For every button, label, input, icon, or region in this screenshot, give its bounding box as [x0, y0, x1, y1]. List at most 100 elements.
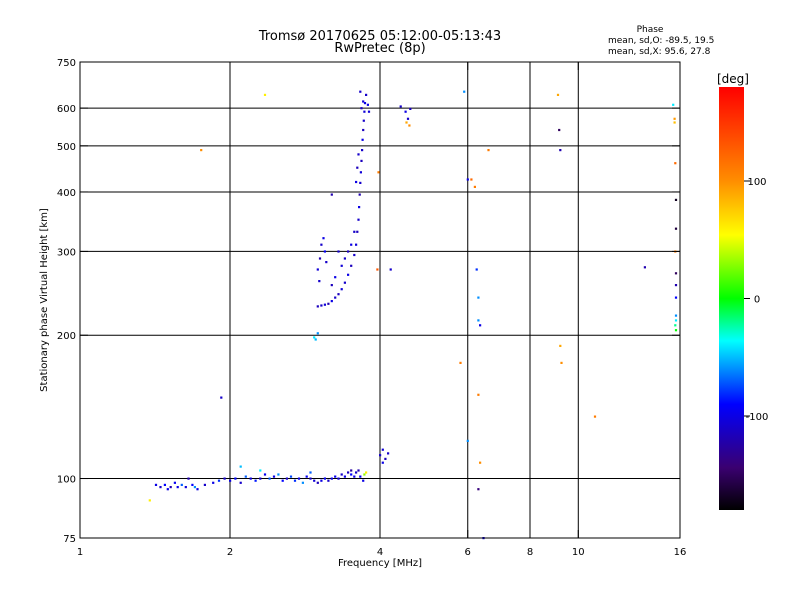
data-point [318, 257, 322, 260]
data-point [350, 243, 353, 246]
data-point [409, 107, 412, 110]
grid-lines [80, 62, 680, 538]
data-point [459, 361, 462, 364]
data-point [359, 171, 362, 174]
data-point [203, 483, 206, 486]
data-point [318, 280, 321, 283]
data-point [277, 473, 280, 476]
data-point [154, 483, 158, 486]
data-point [674, 319, 678, 322]
stats-o-line: mean, sd,O: -89.5, 19.5 [608, 36, 714, 46]
data-point [334, 475, 337, 478]
data-point [361, 149, 364, 152]
x-tick-label: 10 [572, 547, 585, 558]
data-point [314, 338, 317, 341]
data-point [212, 481, 215, 484]
data-point [301, 481, 304, 484]
data-point [381, 448, 384, 451]
data-point [674, 329, 678, 332]
data-point [358, 206, 361, 209]
data-point [643, 266, 646, 269]
data-point [673, 117, 676, 120]
data-point [337, 477, 340, 480]
data-point [473, 185, 476, 188]
y-tick-label: 200 [57, 331, 76, 342]
data-point [323, 250, 326, 253]
data-point [316, 305, 319, 308]
data-point [357, 218, 360, 221]
data-point [323, 303, 326, 306]
data-point [325, 261, 328, 264]
data-point [362, 479, 365, 482]
y-axis-label: Stationary phase Virtual Height [km] [39, 208, 50, 392]
data-point [217, 479, 221, 482]
data-point [376, 268, 379, 271]
data-point [387, 452, 390, 455]
data-point [674, 162, 677, 165]
data-point [263, 473, 267, 476]
data-point [674, 314, 678, 317]
data-point [363, 102, 367, 105]
data-point [297, 477, 301, 480]
data-point [163, 483, 166, 486]
data-point [479, 324, 482, 327]
data-point [169, 486, 172, 489]
data-point [384, 457, 387, 460]
data-point [353, 230, 356, 233]
stats-header: Phase [637, 25, 664, 35]
data-point [356, 166, 359, 169]
data-point [343, 475, 346, 478]
data-point [337, 250, 340, 253]
data-point [337, 293, 340, 296]
data-point [350, 469, 353, 472]
data-point [187, 477, 190, 480]
chart-subtitle: RwPretec (8p) [334, 41, 425, 56]
data-point [330, 300, 333, 303]
data-point [361, 138, 364, 141]
data-point [355, 180, 358, 184]
data-point [559, 344, 562, 347]
data-point [220, 396, 223, 399]
colorbar-tick-label: 100 [747, 177, 766, 188]
data-point [353, 253, 356, 257]
data-point [475, 268, 478, 271]
data-point [559, 149, 562, 152]
data-point [180, 483, 183, 486]
data-point [327, 479, 330, 482]
data-point [487, 149, 490, 152]
data-point [309, 471, 312, 474]
data-point [389, 268, 392, 271]
data-point [405, 121, 408, 124]
data-point [268, 477, 271, 480]
data-point [259, 477, 262, 480]
data-point [408, 124, 411, 127]
data-point [363, 110, 366, 113]
data-point [281, 479, 284, 482]
data-point [239, 481, 242, 484]
data-point [357, 153, 360, 156]
data-point [593, 415, 597, 418]
data-point [365, 93, 368, 96]
data-point [285, 477, 288, 480]
data-point [320, 479, 323, 482]
data-point [379, 454, 382, 457]
data-point [347, 273, 350, 276]
data-point [347, 250, 350, 253]
data-point [560, 361, 563, 364]
data-point [381, 461, 384, 464]
data-point [293, 479, 297, 482]
data-point [244, 475, 247, 478]
data-point [347, 471, 350, 474]
data-point [359, 90, 362, 93]
data-point [362, 100, 365, 103]
data-point [556, 93, 560, 96]
x-tick-label: 6 [465, 547, 471, 558]
data-point [350, 264, 353, 267]
data-point [367, 110, 371, 113]
data-point [200, 149, 203, 152]
data-point [173, 481, 176, 484]
data-point [360, 107, 363, 110]
data-point [289, 475, 293, 478]
data-point [477, 296, 480, 299]
